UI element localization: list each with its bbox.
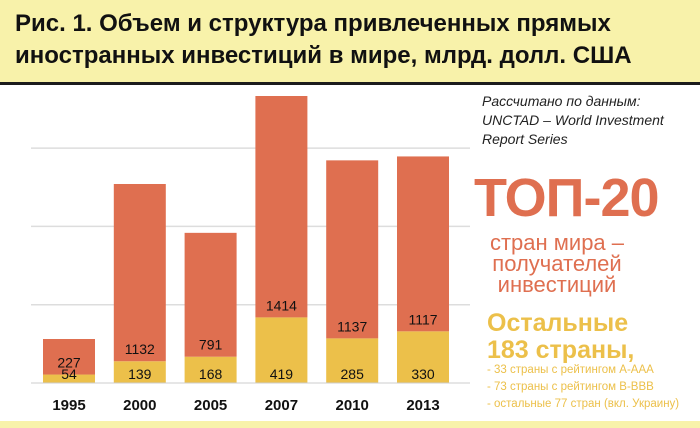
- x-tick-label: 2007: [265, 397, 298, 414]
- legend-line: Остальные: [487, 309, 629, 337]
- source-line: Report Series: [482, 131, 568, 147]
- data-label-top20: 791: [199, 337, 223, 353]
- source-note: Рассчитано по данным: UNCTAD – World Inv…: [482, 92, 664, 149]
- legend-note: - 73 страны с рейтингом B-BBB: [487, 381, 654, 393]
- legend-rest-label: Остальные 183 страны,: [487, 310, 634, 364]
- x-tick-label: 2010: [336, 397, 369, 414]
- legend-line: инвестиций: [497, 272, 617, 297]
- bar-rest: [397, 331, 449, 383]
- data-label-top20: 1117: [408, 311, 437, 327]
- legend-note: - 33 страны с рейтингом A-AAA: [487, 364, 654, 376]
- source-line: UNCTAD – World Investment: [482, 112, 664, 128]
- legend-top20-sub: стран мира – получателей инвестиций: [487, 230, 627, 297]
- bar-rest: [326, 338, 379, 383]
- x-tick-label: 2000: [123, 397, 156, 414]
- legend-line: 183 страны,: [487, 336, 635, 364]
- legend-line: получателей: [492, 251, 622, 276]
- data-label-rest: 139: [128, 366, 152, 382]
- data-label-top20: 1132: [125, 341, 155, 357]
- data-label-rest: 168: [199, 366, 223, 382]
- data-label-top20: 1414: [266, 297, 297, 313]
- bar-rest: [255, 317, 308, 383]
- data-label-rest: 54: [61, 366, 77, 382]
- source-line: Рассчитано по данным:: [482, 93, 641, 109]
- x-tick-label: 2005: [194, 397, 227, 414]
- data-label-rest: 330: [411, 366, 435, 382]
- legend-line: стран мира –: [489, 230, 625, 255]
- x-tick-label: 1995: [52, 397, 85, 414]
- data-label-top20: 1137: [337, 318, 367, 334]
- bar-top20: [184, 232, 237, 357]
- footer-band: [0, 421, 700, 428]
- bar-rest: [113, 361, 166, 383]
- bar-top20: [326, 160, 379, 339]
- bar-top20: [255, 96, 308, 318]
- x-tick-label: 2013: [406, 397, 439, 414]
- legend-top20-label: ТОП-20: [474, 168, 660, 228]
- bar-rest: [184, 356, 237, 383]
- data-label-rest: 285: [341, 366, 365, 382]
- header-band: Рис. 1. Объем и структура привлеченных п…: [0, 0, 700, 85]
- data-label-top20: 227: [57, 355, 81, 371]
- bar-top20: [43, 339, 95, 375]
- chart-title: Рис. 1. Объем и структура привлеченных п…: [15, 10, 632, 69]
- legend-note: - остальные 77 стран (вкл. Украину): [487, 398, 680, 410]
- bar-top20: [113, 183, 166, 362]
- bar-rest: [43, 374, 95, 383]
- bar-top20: [397, 156, 449, 332]
- data-label-rest: 419: [270, 366, 294, 382]
